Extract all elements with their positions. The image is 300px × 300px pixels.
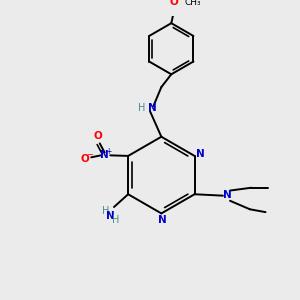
Text: N: N bbox=[158, 215, 166, 225]
Text: N: N bbox=[148, 103, 157, 113]
Text: H: H bbox=[138, 103, 146, 113]
Text: H: H bbox=[112, 215, 119, 225]
Text: N: N bbox=[223, 190, 231, 200]
Text: N: N bbox=[196, 148, 205, 159]
Text: +: + bbox=[105, 147, 112, 156]
Text: −: − bbox=[86, 151, 93, 160]
Text: N: N bbox=[100, 150, 109, 160]
Text: N: N bbox=[106, 211, 115, 220]
Text: O: O bbox=[94, 131, 102, 141]
Text: CH₃: CH₃ bbox=[184, 0, 201, 7]
Text: H: H bbox=[102, 206, 109, 216]
Text: O: O bbox=[170, 0, 178, 8]
Text: O: O bbox=[81, 154, 89, 164]
